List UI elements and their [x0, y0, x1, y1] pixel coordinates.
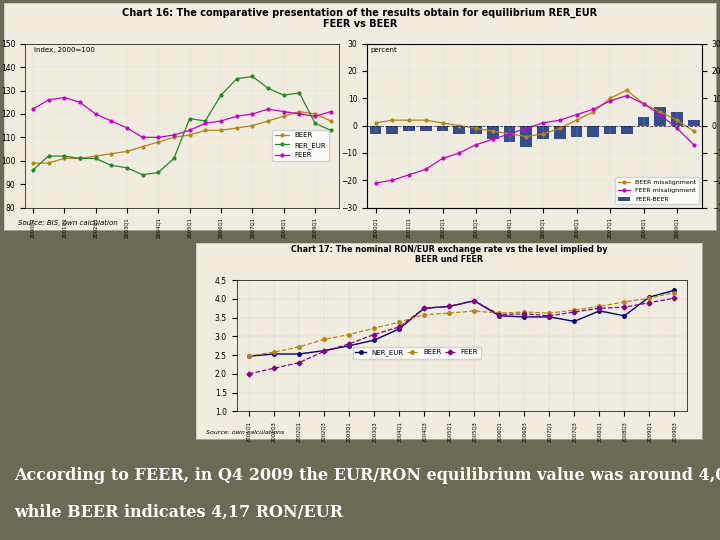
Text: According to FEER, in Q4 2009 the EUR/RON equilibrium value was around 4,02 RON/: According to FEER, in Q4 2009 the EUR/RO… [14, 467, 720, 484]
Text: while BEER indicates 4,17 RON/EUR: while BEER indicates 4,17 RON/EUR [14, 504, 343, 521]
Text: Source: BIS, own calculation: Source: BIS, own calculation [18, 220, 117, 226]
Text: Chart 16: The comparative presentation of the results obtain for equilibrium RER: Chart 16: The comparative presentation o… [122, 7, 598, 29]
